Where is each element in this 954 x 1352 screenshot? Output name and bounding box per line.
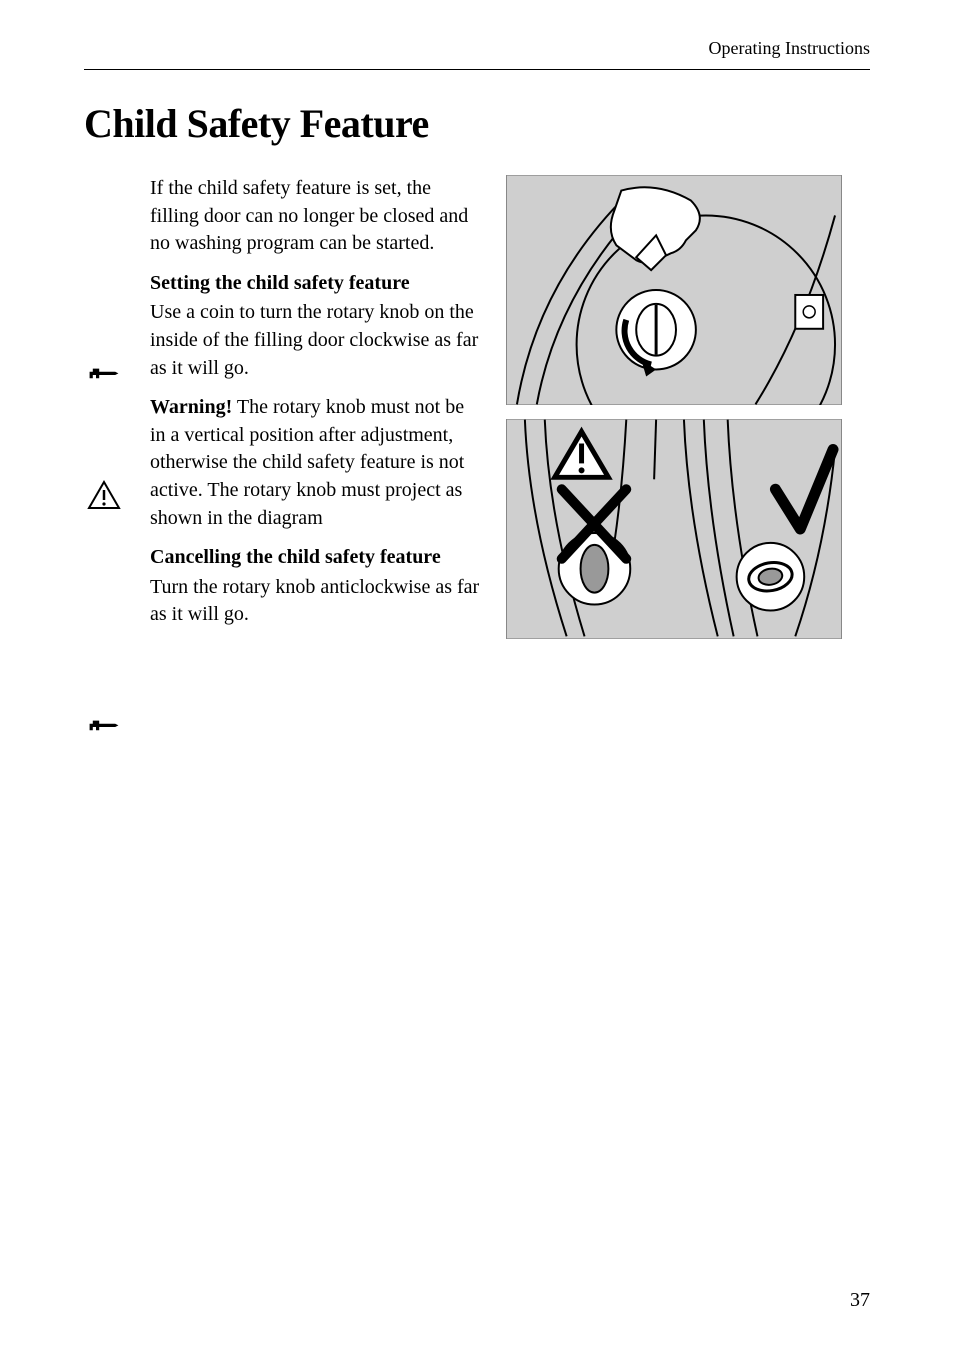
diagram-column [506, 175, 842, 641]
setting-paragraph: Use a coin to turn the rotary knob on th… [150, 299, 484, 382]
warning-label: Warning! [150, 396, 232, 418]
cancel-paragraph: Turn the rotary knob anticlockwise as fa… [150, 574, 484, 629]
intro-paragraph: If the child safety feature is set, the … [150, 175, 484, 258]
manual-page: Operating Instructions Child Safety Feat… [0, 0, 954, 1352]
diagram-positions [506, 419, 842, 639]
pointing-hand-icon [82, 363, 126, 387]
page-number: 37 [850, 1289, 870, 1312]
setting-heading: Setting the child safety feature [150, 270, 484, 298]
diagram-coin-turn [506, 175, 842, 405]
running-header: Operating Instructions [84, 38, 870, 70]
page-title: Child Safety Feature [84, 100, 870, 147]
text-column: If the child safety feature is set, the … [84, 175, 484, 641]
pointing-hand-icon [82, 715, 126, 739]
cancel-heading: Cancelling the child safety feature [150, 544, 484, 572]
warning-triangle-icon [82, 480, 126, 510]
warning-paragraph: Warning! The rotary knob must not be in … [150, 394, 484, 532]
content-area: If the child safety feature is set, the … [84, 175, 870, 641]
